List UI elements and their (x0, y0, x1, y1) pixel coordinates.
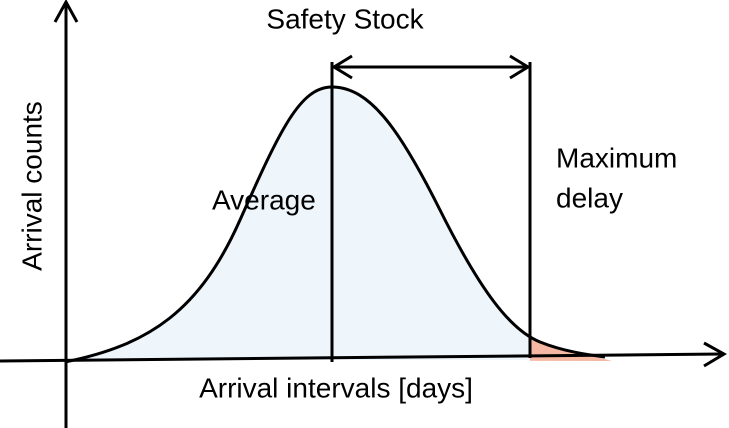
y-axis-label: Arrival counts (16, 101, 47, 271)
average-label: Average (212, 184, 316, 215)
max-delay-label: Maximum (556, 142, 677, 173)
average-area (65, 87, 530, 362)
max-delay-label: delay (556, 182, 623, 213)
x-axis-arrow (703, 341, 728, 368)
y-axis-arrow (53, 0, 79, 23)
x-axis-label: Arrival intervals [days] (199, 372, 473, 403)
span-arrow-left (331, 54, 353, 80)
x-axis (0, 352, 723, 363)
title: Safety Stock (266, 3, 424, 34)
distribution-curve (64, 85, 606, 364)
span-arrow-right (509, 54, 531, 80)
